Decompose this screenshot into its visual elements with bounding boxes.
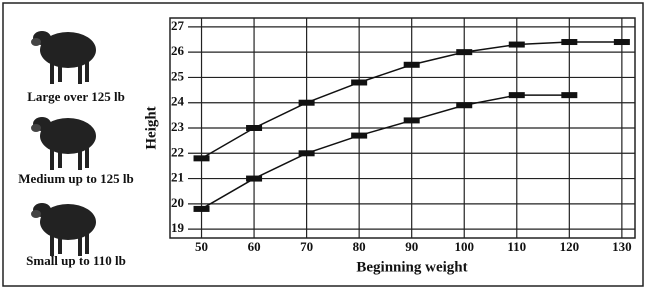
point [456,49,472,55]
x-tick-label: 80 [353,239,366,254]
point [404,62,420,68]
point [509,42,525,48]
sheep-icon [31,31,96,84]
point [194,155,210,161]
x-tick-label: 120 [560,239,580,254]
point [351,133,367,139]
point [299,150,315,156]
y-tick-label: 19 [171,220,185,235]
point [456,102,472,108]
y-tick-label: 26 [171,43,185,58]
sheep-label: Large over 125 lb [27,89,125,104]
point [246,176,262,182]
chart: Large over 125 lb Medium up to 125 lb Sm… [0,0,647,289]
x-tick-label: 50 [195,239,208,254]
x-tick-label: 90 [405,239,418,254]
point [351,79,367,85]
point [614,39,630,45]
point [404,117,420,123]
frame [3,3,643,286]
x-tick-label: 110 [507,239,526,254]
y-tick-label: 20 [171,195,184,210]
x-tick-label: 130 [612,239,632,254]
y-axis-label: Height [143,106,159,149]
sheep-icon [31,117,96,170]
point [509,92,525,98]
point [561,39,577,45]
sheep-label: Medium up to 125 lb [18,171,134,186]
y-tick-label: 21 [171,170,184,185]
y-tick-label: 23 [171,119,185,134]
point [561,92,577,98]
point [194,206,210,212]
y-tick-label: 22 [171,144,184,159]
point [299,100,315,106]
line [202,95,570,209]
sheep-label: Small up to 110 lb [26,253,126,268]
x-axis-label: Beginning weight [356,259,467,275]
point [246,125,262,131]
sheep-icon [31,203,96,256]
x-tick-label: 100 [454,239,474,254]
x-tick-label: 70 [300,239,313,254]
x-tick-label: 60 [248,239,261,254]
y-tick-label: 25 [171,68,185,83]
y-tick-label: 27 [171,18,185,33]
y-tick-label: 24 [171,94,185,109]
